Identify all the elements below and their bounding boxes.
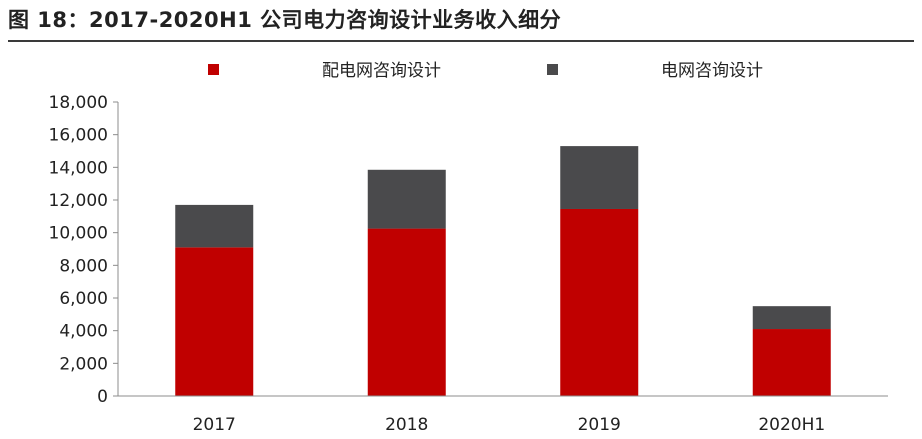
bar-distribution-2020h1 [752,329,831,396]
figure-title: 图 18：2017-2020H1 公司电力咨询设计业务收入细分 [8,8,562,32]
bar-distribution-2017 [175,247,254,396]
bars [175,146,831,396]
y-tick-label: 12,000 [49,191,108,211]
x-tick-label: 2019 [578,415,621,435]
bar-distribution-2019 [560,208,639,396]
y-tick-label: 18,000 [49,93,108,113]
x-tick-label: 2018 [385,415,428,435]
y-tick-label: 4,000 [59,322,108,342]
x-tick-label: 2017 [193,415,236,435]
bar-grid-2018 [367,169,446,229]
y-tick-label: 2,000 [59,354,108,374]
y-tick-label: 8,000 [59,256,108,276]
y-tick-label: 10,000 [49,224,108,244]
y-tick-label: 0 [97,387,108,407]
bar-grid-2019 [560,146,639,209]
legend-swatch [208,64,219,75]
legend-label: 配电网咨询设计 [322,61,441,81]
title-divider [8,40,914,42]
y-tick-label: 14,000 [49,158,108,178]
legend-swatch [547,64,558,75]
legend-label: 电网咨询设计 [661,61,763,81]
y-tick-label: 16,000 [49,126,108,146]
bar-grid-2017 [175,204,254,248]
y-tick-label: 6,000 [59,289,108,309]
bar-grid-2020h1 [752,306,831,330]
x-axis: 2017 2018 2019 2020H1 [118,395,888,435]
bar-distribution-2018 [367,228,446,396]
y-axis: 0 2,000 4,000 6,000 8,000 10,000 12,000 14,000 1… [49,93,119,407]
chart-legend: 配电网咨询设计 电网咨询设计 [208,61,763,81]
x-tick-label: 2020H1 [758,415,825,435]
